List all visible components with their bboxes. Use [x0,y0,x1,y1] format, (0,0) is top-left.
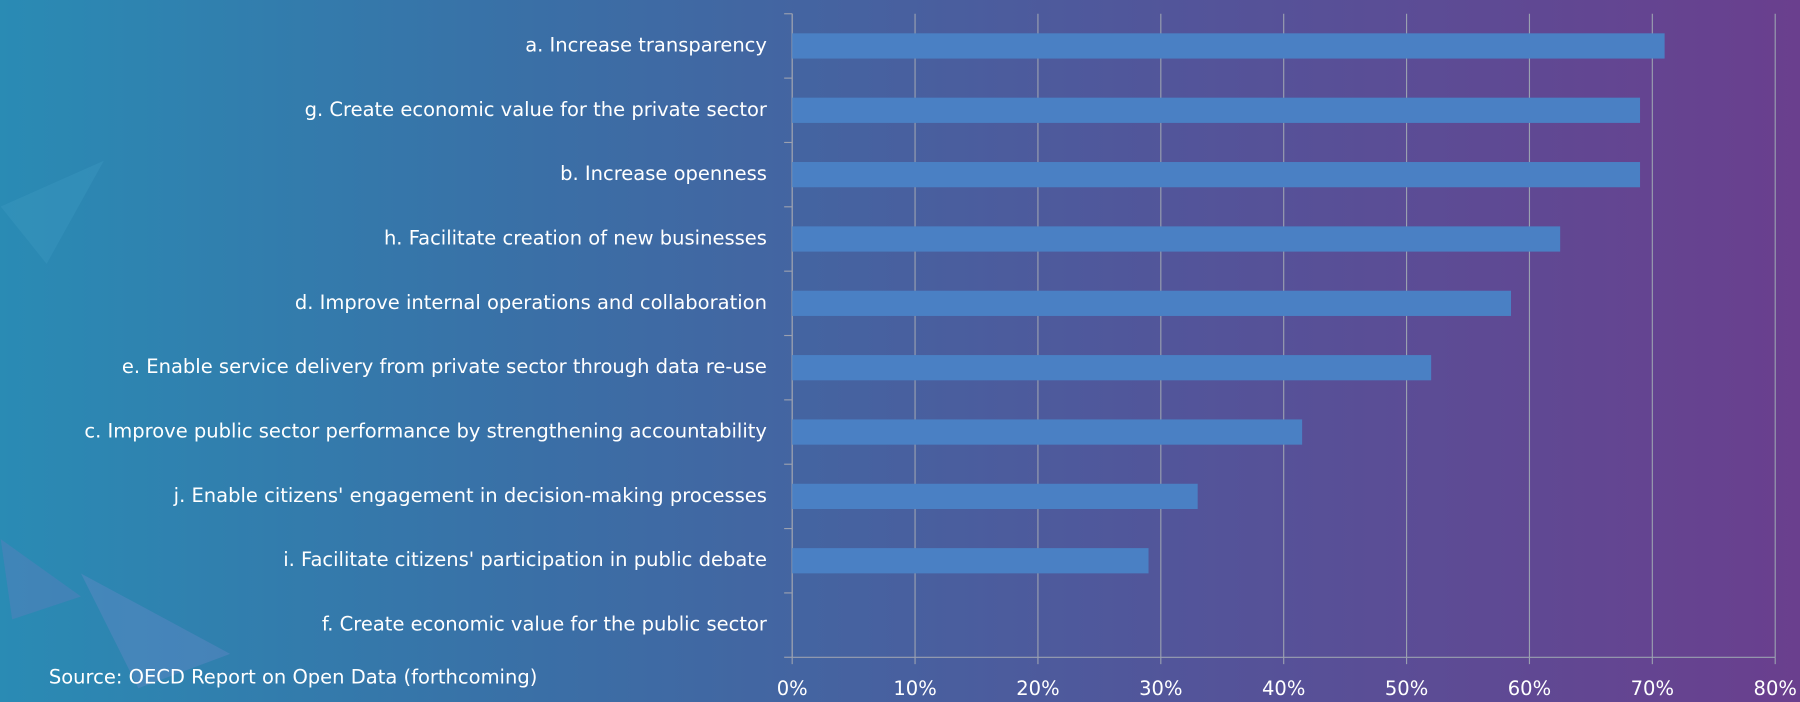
decor [81,573,231,689]
bar [792,97,1641,123]
x-tick-label: 0% [777,677,808,700]
bar [792,419,1303,445]
x-tick-label: 20% [1016,677,1059,700]
bar [792,483,1198,510]
x-tick-label: 40% [1262,677,1305,700]
source-note: Source: OECD Report on Open Data (forthc… [49,665,537,688]
bar [792,33,1665,59]
x-tick-label: 80% [1754,677,1797,700]
bar [792,162,1641,188]
y-tick-label: j. Enable citizens' engagement in decisi… [173,484,767,507]
x-tick-label: 30% [1139,677,1182,700]
decor [0,160,104,264]
y-tick-label: i. Facilitate citizens' participation in… [283,548,767,571]
bar [792,290,1512,316]
y-tick-label: a. Increase transparency [525,33,767,56]
x-tick-label: 50% [1385,677,1428,700]
y-tick-label: f. Create economic value for the public … [322,613,768,636]
y-tick-label: h. Facilitate creation of new businesses [384,226,767,249]
y-tick-label: e. Enable service delivery from private … [122,355,767,378]
x-tick-label: 10% [893,677,936,700]
bar [792,548,1149,574]
bar [792,226,1561,252]
decor [0,539,82,620]
x-tick-label: 60% [1508,677,1551,700]
y-tick-label: b. Increase openness [560,162,767,185]
y-tick-label: c. Improve public sector performance by … [84,420,767,443]
bar [792,355,1432,381]
y-tick-label: d. Improve internal operations and colla… [295,291,767,314]
x-tick-label: 70% [1631,677,1674,700]
y-tick-label: g. Create economic value for the private… [305,98,768,121]
